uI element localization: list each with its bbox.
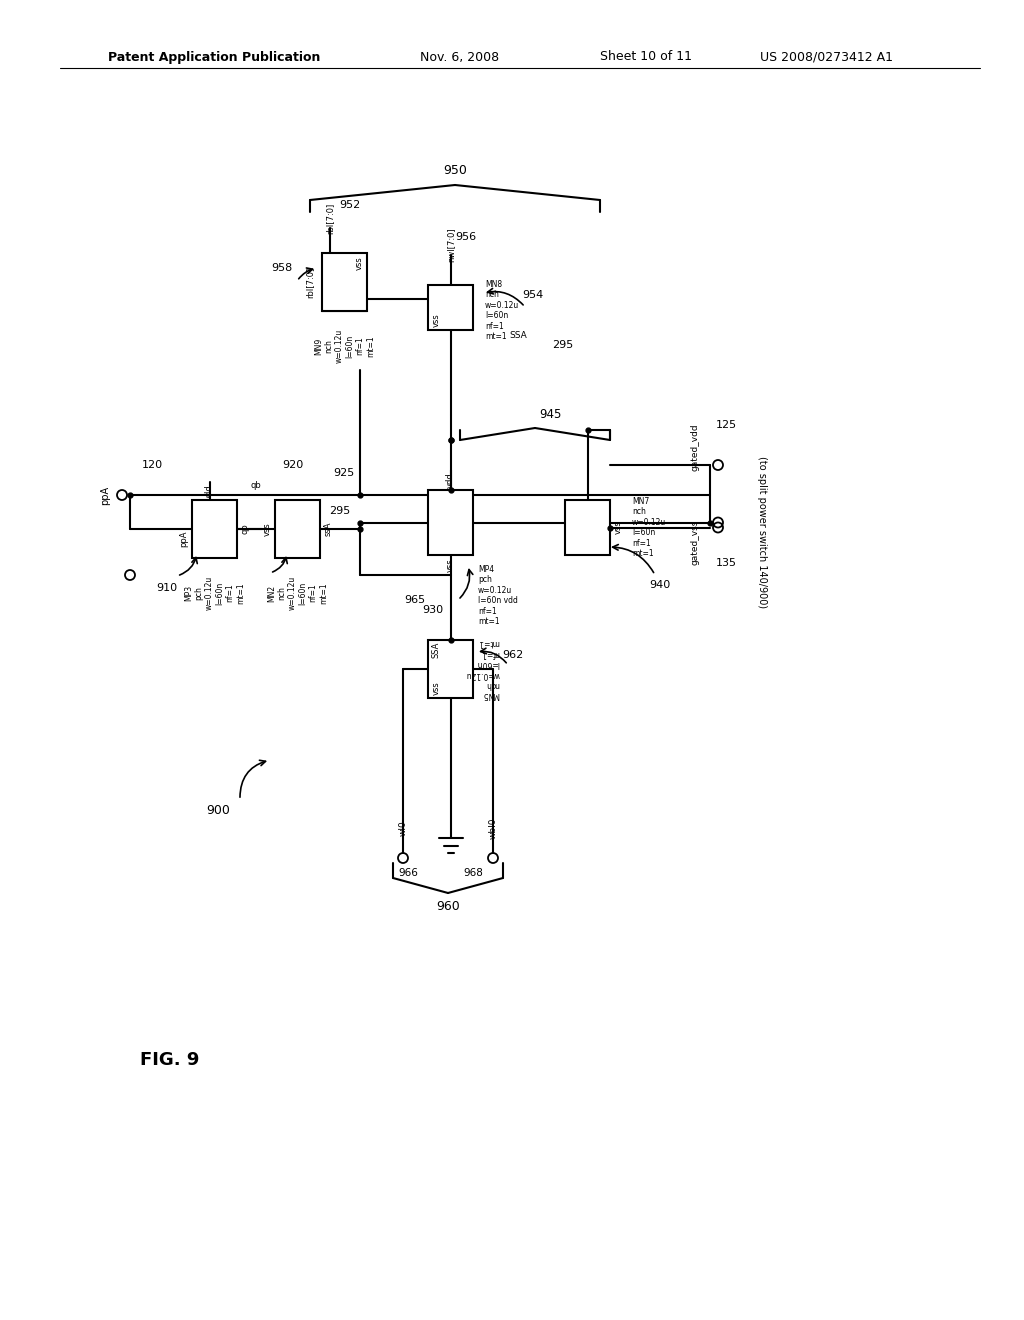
Text: wl0: wl0 (398, 820, 408, 836)
Text: vdd: vdd (205, 484, 214, 500)
Text: Sheet 10 of 11: Sheet 10 of 11 (600, 50, 692, 63)
Text: 900: 900 (206, 804, 230, 817)
Text: vss: vss (262, 523, 271, 536)
Text: 135: 135 (716, 557, 736, 568)
Text: (to split power switch 140/900): (to split power switch 140/900) (757, 457, 767, 609)
Text: 295: 295 (330, 506, 350, 516)
Bar (428, 285, 473, 330)
Text: vdd: vdd (446, 473, 455, 488)
Text: Patent Application Publication: Patent Application Publication (108, 50, 321, 63)
Text: MP3
pch
w=0.12u
l=60n
nf=1
mt=1: MP3 pch w=0.12u l=60n nf=1 mt=1 (184, 576, 245, 610)
Text: MN5
nch
w=0.12u
l=60n
nf=1
mt=1: MN5 nch w=0.12u l=60n nf=1 mt=1 (466, 639, 500, 700)
Text: MN9
nch
w=0.12u
l=60n
nf=1
mt=1: MN9 nch w=0.12u l=60n nf=1 mt=1 (314, 329, 375, 363)
Text: 952: 952 (340, 201, 360, 210)
Text: SSA: SSA (509, 330, 527, 339)
Text: vss: vss (431, 313, 440, 327)
Text: wbl0: wbl0 (488, 817, 498, 838)
Text: 954: 954 (522, 290, 544, 300)
Text: SSA: SSA (431, 642, 440, 659)
Text: 120: 120 (141, 459, 163, 470)
Text: 958: 958 (271, 263, 293, 273)
Text: qb: qb (251, 480, 261, 490)
Text: gated_vdd: gated_vdd (690, 424, 699, 471)
Bar (428, 490, 473, 554)
Text: 910: 910 (157, 583, 177, 593)
Text: vss: vss (431, 681, 440, 694)
Text: 956: 956 (456, 232, 476, 242)
Text: 962: 962 (503, 649, 523, 660)
Text: 295: 295 (552, 341, 573, 350)
Text: ppA: ppA (100, 486, 110, 504)
Text: 968: 968 (463, 869, 483, 878)
Text: ssA: ssA (324, 521, 333, 536)
Bar (275, 500, 319, 558)
Text: 966: 966 (398, 869, 418, 878)
Text: 965: 965 (404, 595, 426, 605)
Text: 125: 125 (716, 420, 736, 430)
Text: rbl[7:0]: rbl[7:0] (305, 267, 314, 297)
Text: 920: 920 (282, 459, 303, 470)
Text: 945: 945 (539, 408, 561, 421)
Bar (322, 253, 367, 312)
Text: rbl[7:0]: rbl[7:0] (326, 202, 335, 234)
Text: 960: 960 (436, 900, 460, 913)
Text: MN2
nch
w=0.12u
l=60n
nf=1
mt=1: MN2 nch w=0.12u l=60n nf=1 mt=1 (267, 576, 328, 610)
Text: MN8
nch
w=0.12u
l=60n
nf=1
mt=1: MN8 nch w=0.12u l=60n nf=1 mt=1 (485, 280, 519, 341)
Bar (193, 500, 237, 558)
Text: vss: vss (613, 520, 623, 535)
Text: qb: qb (241, 524, 250, 535)
Text: vss: vss (354, 256, 364, 269)
Text: 940: 940 (649, 579, 671, 590)
Text: 925: 925 (334, 469, 355, 478)
Text: ppA: ppA (179, 531, 188, 548)
Text: MP4
pch
w=0.12u
l=60n vdd
nf=1
mt=1: MP4 pch w=0.12u l=60n vdd nf=1 mt=1 (478, 565, 518, 626)
Text: US 2008/0273412 A1: US 2008/0273412 A1 (760, 50, 893, 63)
Text: MN7
nch
w=0.12u
l=60n
nf=1
mt=1: MN7 nch w=0.12u l=60n nf=1 mt=1 (632, 498, 667, 558)
Text: 950: 950 (443, 165, 467, 177)
Bar (428, 640, 473, 698)
Text: Nov. 6, 2008: Nov. 6, 2008 (420, 50, 499, 63)
Text: gated_vss: gated_vss (690, 520, 699, 565)
Text: 930: 930 (423, 605, 443, 615)
Text: nwl[7:0]: nwl[7:0] (446, 227, 455, 263)
Text: FIG. 9: FIG. 9 (140, 1051, 200, 1069)
Text: vss: vss (446, 558, 455, 572)
Bar (565, 500, 610, 554)
